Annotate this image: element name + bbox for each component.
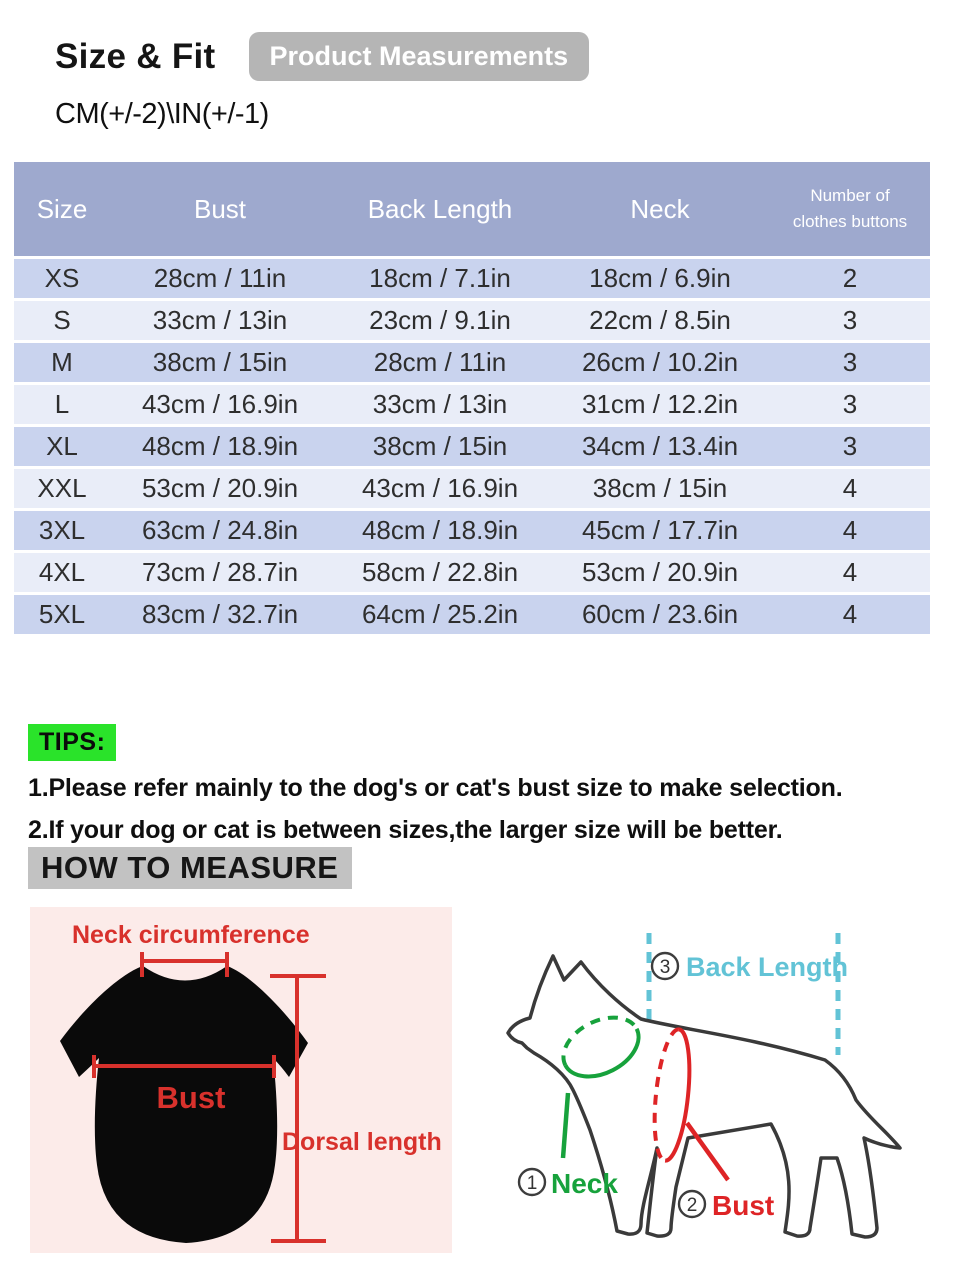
tolerance-note: CM(+/-2)\IN(+/-1) [55, 98, 269, 130]
cell-back_length: 43cm / 16.9in [330, 467, 550, 510]
header: Size & Fit Product Measurements [55, 32, 590, 82]
cell-bust: 53cm / 20.9in [110, 467, 330, 510]
cell-neck: 60cm / 23.6in [550, 593, 770, 636]
size-chart-body: XS 28cm / 11in 18cm / 7.1in 18cm / 6.9in 2 S 3… [14, 257, 930, 636]
cell-back_length: 64cm / 25.2in [330, 593, 550, 636]
size-chart-header-row: Size Bust Back Length Neck Number of clothes… [14, 162, 930, 258]
bust-label: Bust [712, 1190, 774, 1221]
cell-size: XL [14, 425, 110, 468]
dog-outline [506, 954, 902, 1239]
table-row: XXL 53cm / 20.9in 43cm / 16.9in 38cm / 15in… [14, 467, 930, 510]
cell-neck: 45cm / 17.7in [550, 509, 770, 552]
cell-size: XS [14, 257, 110, 300]
cell-buttons: 3 [770, 383, 930, 426]
cell-neck: 31cm / 12.2in [550, 383, 770, 426]
cell-back_length: 58cm / 22.8in [330, 551, 550, 594]
column-header-number-of-clothes-buttons: Number of clothes buttons [770, 162, 930, 258]
neck-circumference-label: Neck circumference [72, 921, 310, 949]
cell-neck: 53cm / 20.9in [550, 551, 770, 594]
shirt-bust-label: Bust [157, 1080, 226, 1115]
cell-size: 5XL [14, 593, 110, 636]
back-length-number: 3 [660, 957, 671, 978]
table-row: 5XL 83cm / 32.7in 64cm / 25.2in 60cm / 23.6… [14, 593, 930, 636]
size-chart-table: Size Bust Back Length Neck Number of clothes… [14, 162, 930, 637]
cell-back_length: 33cm / 13in [330, 383, 550, 426]
table-row: XS 28cm / 11in 18cm / 7.1in 18cm / 6.9in 2 [14, 257, 930, 300]
cell-size: L [14, 383, 110, 426]
bust-callout: 2 Bust [677, 1189, 774, 1221]
dog-measure-diagram: 3 Back Length 1 Neck 2 Bust [506, 933, 902, 1239]
cell-bust: 83cm / 32.7in [110, 593, 330, 636]
tips-section: TIPS: 1.Please refer mainly to the dog's… [28, 724, 948, 845]
cell-back_length: 18cm / 7.1in [330, 257, 550, 300]
tip-line-2: 2.If your dog or cat is between sizes,th… [28, 816, 783, 844]
table-row: L 43cm / 16.9in 33cm / 13in 31cm / 12.2in 3 [14, 383, 930, 426]
table-row: 3XL 63cm / 24.8in 48cm / 18.9in 45cm / 17.7… [14, 509, 930, 552]
neck-pointer-line [560, 1092, 571, 1159]
bust-measure-ellipse [652, 1027, 692, 1163]
cell-back_length: 28cm / 11in [330, 341, 550, 384]
cell-size: S [14, 299, 110, 342]
back-length-callout: 3 Back Length [650, 951, 848, 982]
cell-buttons: 3 [770, 299, 930, 342]
cell-back_length: 48cm / 18.9in [330, 509, 550, 552]
cell-buttons: 3 [770, 425, 930, 468]
cell-back_length: 23cm / 9.1in [330, 299, 550, 342]
neck-measure-ellipse [561, 1015, 641, 1079]
column-header-size: Size [14, 162, 110, 258]
cell-back_length: 38cm / 15in [330, 425, 550, 468]
neck-label: Neck [551, 1168, 618, 1199]
product-measurements-badge: Product Measurements [248, 32, 590, 82]
cell-neck: 38cm / 15in [550, 467, 770, 510]
cell-bust: 38cm / 15in [110, 341, 330, 384]
shirt-measure-diagram: Neck circumference Bust Dorsal length [30, 907, 452, 1253]
column-header-bust: Bust [110, 162, 330, 258]
dorsal-measure-line [270, 974, 326, 1243]
cell-bust: 28cm / 11in [110, 257, 330, 300]
cell-bust: 48cm / 18.9in [110, 425, 330, 468]
bust-number: 2 [687, 1195, 698, 1216]
tip-line-1: 1.Please refer mainly to the dog's or ca… [28, 774, 843, 802]
cell-buttons: 2 [770, 257, 930, 300]
bust-pointer-line [685, 1121, 730, 1182]
page-title: Size & Fit [55, 36, 216, 76]
column-header-back-length: Back Length [330, 162, 550, 258]
tips-heading: TIPS: [28, 724, 117, 761]
neck-callout: 1 Neck [517, 1167, 618, 1199]
cell-bust: 33cm / 13in [110, 299, 330, 342]
cell-buttons: 4 [770, 509, 930, 552]
table-row: M 38cm / 15in 28cm / 11in 26cm / 10.2in 3 [14, 341, 930, 384]
how-to-measure-heading: HOW TO MEASURE [28, 847, 352, 889]
cell-size: XXL [14, 467, 110, 510]
cell-size: 4XL [14, 551, 110, 594]
cell-buttons: 4 [770, 551, 930, 594]
cell-buttons: 3 [770, 341, 930, 384]
table-row: 4XL 73cm / 28.7in 58cm / 22.8in 53cm / 20.9… [14, 551, 930, 594]
cell-bust: 63cm / 24.8in [110, 509, 330, 552]
back-length-label: Back Length [686, 952, 848, 982]
cell-neck: 18cm / 6.9in [550, 257, 770, 300]
column-header-neck: Neck [550, 162, 770, 258]
cell-size: M [14, 341, 110, 384]
cell-bust: 43cm / 16.9in [110, 383, 330, 426]
cell-buttons: 4 [770, 593, 930, 636]
cell-neck: 26cm / 10.2in [550, 341, 770, 384]
bust-measure-line [92, 1055, 276, 1078]
neck-number: 1 [527, 1173, 538, 1194]
dorsal-length-label: Dorsal length [282, 1128, 442, 1156]
neck-measure-line [140, 952, 229, 977]
cell-neck: 34cm / 13.4in [550, 425, 770, 468]
table-row: S 33cm / 13in 23cm / 9.1in 22cm / 8.5in 3 [14, 299, 930, 342]
cell-buttons: 4 [770, 467, 930, 510]
cell-neck: 22cm / 8.5in [550, 299, 770, 342]
cell-size: 3XL [14, 509, 110, 552]
back-length-guides [646, 933, 841, 1055]
table-row: XL 48cm / 18.9in 38cm / 15in 34cm / 13.4in 3 [14, 425, 930, 468]
shirt-silhouette [60, 966, 308, 1243]
cell-bust: 73cm / 28.7in [110, 551, 330, 594]
